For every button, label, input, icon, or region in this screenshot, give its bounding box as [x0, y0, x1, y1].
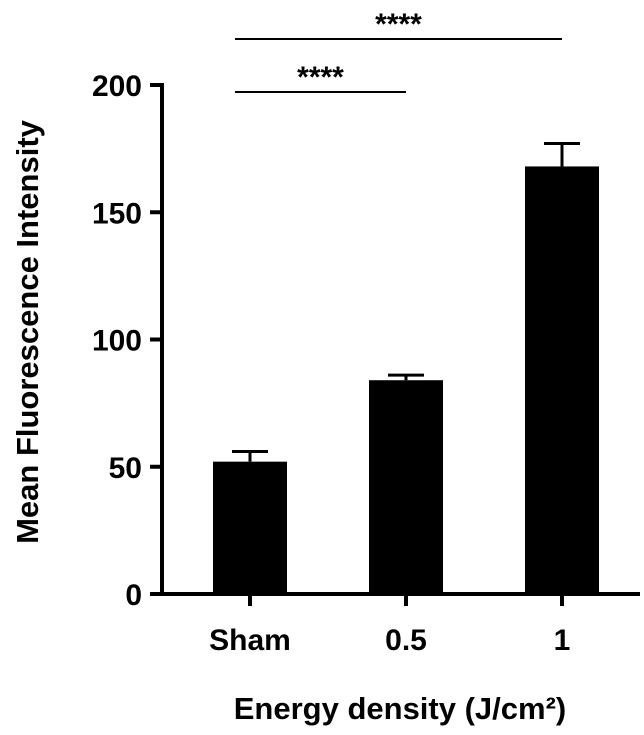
x-tick-label: 0.5: [385, 624, 427, 657]
bar-0.5: [369, 380, 443, 594]
y-tick-label: 100: [92, 325, 142, 358]
error-bars: [232, 142, 580, 462]
y-tick-label: 150: [92, 197, 142, 230]
bars: [213, 166, 599, 594]
y-tick-label: 50: [109, 452, 142, 485]
significance-brackets: **** ****: [235, 8, 562, 94]
y-axis-title: Mean Fluorescence Intensity: [10, 119, 45, 544]
x-axis-title: Energy density (J/cm²): [234, 691, 566, 726]
x-axis-ticks: Sham 0.5 1: [209, 594, 570, 657]
bar-1: [525, 166, 599, 594]
significance-label: ****: [297, 61, 344, 94]
bar-Sham: [213, 461, 287, 594]
x-tick-label: 1: [554, 624, 571, 657]
x-tick-label: Sham: [209, 624, 291, 657]
y-axis-ticks: 0 50 100 150 200: [92, 70, 162, 612]
y-tick-label: 0: [125, 579, 142, 612]
significance-label: ****: [375, 8, 422, 41]
y-tick-label: 200: [92, 70, 142, 103]
